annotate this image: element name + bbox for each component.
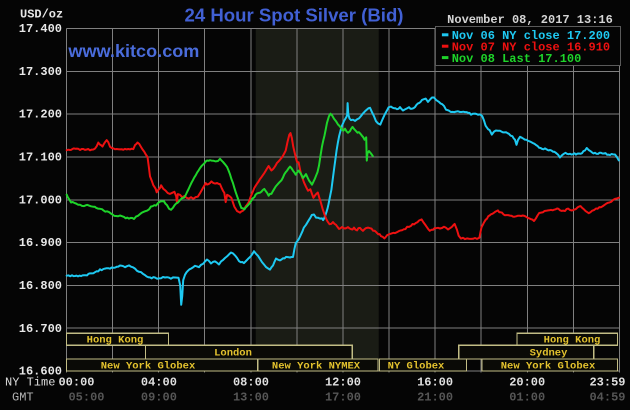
svg-text:New York Globex: New York Globex	[501, 360, 596, 372]
svg-text:05:00: 05:00	[68, 391, 104, 405]
svg-text:NY Globex: NY Globex	[388, 360, 445, 372]
svg-text:Nov 07 NY close 16.910: Nov 07 NY close 16.910	[452, 40, 610, 54]
svg-text:21:00: 21:00	[417, 391, 453, 405]
svg-text:Nov 08 Last 17.100: Nov 08 Last 17.100	[452, 52, 582, 66]
svg-text:13:00: 13:00	[233, 391, 269, 405]
svg-text:12:00: 12:00	[325, 376, 361, 390]
svg-text:04:59: 04:59	[589, 391, 625, 405]
svg-text:16.600: 16.600	[19, 365, 62, 379]
svg-text:NY Time: NY Time	[5, 376, 55, 390]
svg-text:16.800: 16.800	[19, 279, 62, 293]
svg-text:Nov 06 NY close 17.200: Nov 06 NY close 17.200	[452, 29, 610, 43]
svg-text:17.000: 17.000	[19, 193, 62, 207]
svg-text:01:00: 01:00	[509, 391, 545, 405]
svg-text:GMT: GMT	[12, 391, 34, 405]
svg-text:00:00: 00:00	[58, 376, 94, 390]
svg-text:November 08, 2017 13:16: November 08, 2017 13:16	[447, 13, 613, 27]
svg-text:www.kitco.com: www.kitco.com	[67, 41, 199, 61]
svg-text:New York Globex: New York Globex	[101, 360, 196, 372]
svg-text:24 Hour Spot Silver (Bid): 24 Hour Spot Silver (Bid)	[185, 6, 404, 26]
svg-text:20:00: 20:00	[509, 376, 545, 390]
svg-text:16:00: 16:00	[417, 376, 453, 390]
svg-text:08:00: 08:00	[233, 376, 269, 390]
svg-text:17.400: 17.400	[19, 22, 62, 36]
svg-text:17.300: 17.300	[19, 65, 62, 79]
svg-text:17.100: 17.100	[19, 151, 62, 165]
svg-text:Hong Kong: Hong Kong	[87, 335, 144, 347]
svg-text:New York NYMEX: New York NYMEX	[272, 360, 361, 372]
svg-text:Hong Kong: Hong Kong	[544, 335, 601, 347]
svg-text:17:00: 17:00	[325, 391, 361, 405]
svg-text:04:00: 04:00	[141, 376, 177, 390]
svg-text:16.700: 16.700	[19, 322, 62, 336]
svg-text:23:59: 23:59	[589, 376, 625, 390]
svg-text:16.900: 16.900	[19, 236, 62, 250]
svg-text:USD/oz: USD/oz	[20, 8, 63, 22]
svg-text:17.200: 17.200	[19, 108, 62, 122]
svg-text:London: London	[214, 348, 252, 360]
svg-text:Sydney: Sydney	[530, 348, 569, 360]
svg-text:09:00: 09:00	[141, 391, 177, 405]
